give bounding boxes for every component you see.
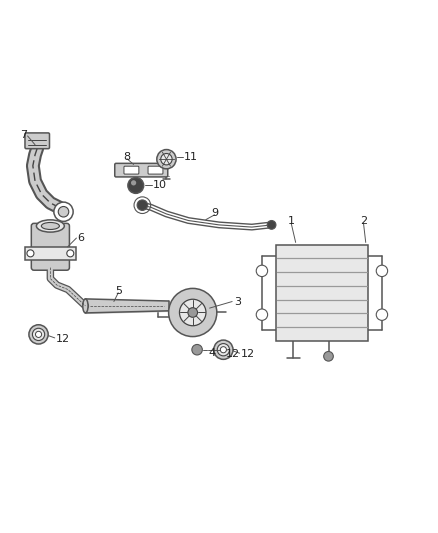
Ellipse shape xyxy=(41,222,60,230)
Text: 10: 10 xyxy=(153,181,167,190)
Circle shape xyxy=(376,309,388,320)
Circle shape xyxy=(54,202,73,221)
FancyBboxPatch shape xyxy=(148,166,163,174)
FancyBboxPatch shape xyxy=(32,223,69,270)
Circle shape xyxy=(214,340,233,359)
FancyBboxPatch shape xyxy=(25,247,75,260)
Circle shape xyxy=(128,177,144,193)
Circle shape xyxy=(376,265,388,277)
Circle shape xyxy=(131,180,136,185)
Circle shape xyxy=(256,309,268,320)
Circle shape xyxy=(58,206,69,217)
Circle shape xyxy=(27,250,34,257)
Text: 6: 6 xyxy=(78,233,85,243)
Text: 7: 7 xyxy=(20,130,27,140)
Circle shape xyxy=(188,308,198,317)
Text: 4: 4 xyxy=(208,348,215,358)
Text: 1: 1 xyxy=(288,215,295,225)
Circle shape xyxy=(29,325,48,344)
Ellipse shape xyxy=(36,220,64,232)
Circle shape xyxy=(192,344,202,355)
Circle shape xyxy=(220,346,226,353)
Circle shape xyxy=(180,299,206,326)
Text: 12: 12 xyxy=(56,334,70,344)
Text: 2: 2 xyxy=(360,215,367,225)
Ellipse shape xyxy=(83,299,88,313)
Circle shape xyxy=(161,154,172,165)
Text: 9: 9 xyxy=(211,208,218,218)
Text: 11: 11 xyxy=(184,152,198,162)
Text: 8: 8 xyxy=(124,152,131,162)
Text: 5: 5 xyxy=(115,286,122,296)
Circle shape xyxy=(32,328,45,341)
Circle shape xyxy=(267,221,276,229)
Text: 12: 12 xyxy=(226,349,240,359)
FancyBboxPatch shape xyxy=(25,133,49,149)
Circle shape xyxy=(137,200,148,211)
Text: 3: 3 xyxy=(234,296,241,306)
FancyBboxPatch shape xyxy=(124,166,139,174)
Circle shape xyxy=(157,150,176,169)
Circle shape xyxy=(256,265,268,277)
Text: 12: 12 xyxy=(241,349,255,359)
FancyBboxPatch shape xyxy=(276,245,368,341)
Circle shape xyxy=(217,344,230,356)
Circle shape xyxy=(35,332,42,337)
Circle shape xyxy=(169,288,217,336)
FancyBboxPatch shape xyxy=(115,163,168,177)
Circle shape xyxy=(324,351,333,361)
Circle shape xyxy=(67,250,74,257)
